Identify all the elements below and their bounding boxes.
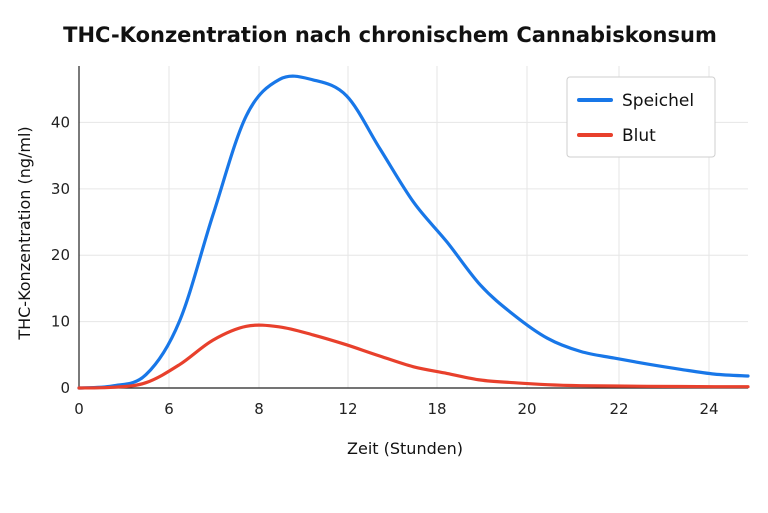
legend-label-speichel: Speichel [622,91,694,111]
y-tick-label: 10 [51,313,70,331]
x-axis-label: Zeit (Stunden) [347,439,463,458]
series-lines [77,74,750,390]
x-tick-label: 6 [164,400,174,418]
tick-labels: 0 6 8 12 18 20 22 24 0 10 20 30 40 [51,113,719,418]
legend-label-blut: Blut [622,126,656,146]
y-tick-label: 0 [60,379,70,397]
x-tick-label: 20 [517,400,536,418]
chart-title: THC-Konzentration nach chronischem Canna… [63,23,717,47]
series-line-speichel [77,74,750,390]
series-line-blut [77,323,750,390]
y-tick-label: 30 [51,180,70,198]
grid-lines [78,66,748,388]
x-tick-label: 0 [74,400,84,418]
x-tick-label: 24 [699,400,718,418]
x-tick-label: 8 [254,400,264,418]
x-tick-label: 18 [427,400,446,418]
legend: Speichel Blut [566,76,716,158]
y-axis-label: THC-Konzentration (ng/ml) [15,126,34,340]
x-tick-label: 22 [609,400,628,418]
y-tick-label: 20 [51,246,70,264]
y-tick-label: 40 [51,113,70,131]
x-tick-label: 12 [338,400,357,418]
